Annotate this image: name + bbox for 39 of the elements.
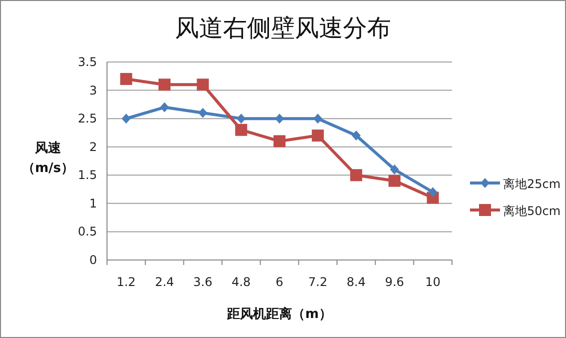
x-tick-label: 6: [276, 275, 284, 289]
y-tick-label: 3.5: [78, 55, 97, 69]
x-tick-label: 1.2: [116, 275, 136, 289]
x-tick-label: 10: [425, 275, 440, 289]
point: [350, 169, 362, 182]
legend-label: 离地50cm: [503, 204, 561, 218]
point: [122, 114, 131, 124]
point: [196, 78, 209, 91]
point: [235, 124, 248, 136]
point: [428, 187, 438, 198]
legend-label: 离地25cm: [503, 177, 561, 191]
point: [158, 78, 170, 91]
point: [388, 174, 400, 187]
y-tick-label: 1: [89, 196, 97, 210]
point: [313, 114, 322, 124]
y-tick-label: 0: [89, 253, 97, 267]
x-tick-label: 4.8: [232, 275, 251, 289]
y-tick-label: 1.5: [78, 168, 97, 182]
y-tick-label: 2.5: [78, 112, 97, 126]
point: [275, 114, 284, 124]
point: [120, 72, 132, 85]
y-tick-label: 0.5: [78, 224, 97, 239]
point: [352, 130, 361, 141]
x-axis-title: 距风机距离（m）: [226, 306, 332, 322]
point: [390, 164, 399, 174]
y-tick-label: 3: [89, 83, 97, 98]
point: [198, 108, 208, 118]
x-tick-label: 7.2: [308, 275, 328, 289]
x-tick-label: 8.4: [346, 275, 366, 289]
point: [160, 102, 169, 112]
point: [274, 135, 286, 148]
chart-title: 风道右侧壁风速分布: [175, 14, 391, 42]
x-tick-label: 9.6: [384, 275, 404, 289]
y-tick-label: 2: [89, 140, 97, 154]
x-tick-label: 2.4: [154, 275, 174, 289]
y-axis-title: 风速（m/s）: [22, 141, 74, 176]
point: [312, 130, 324, 142]
x-tick-label: 3.6: [193, 275, 212, 289]
point: [236, 114, 246, 124]
